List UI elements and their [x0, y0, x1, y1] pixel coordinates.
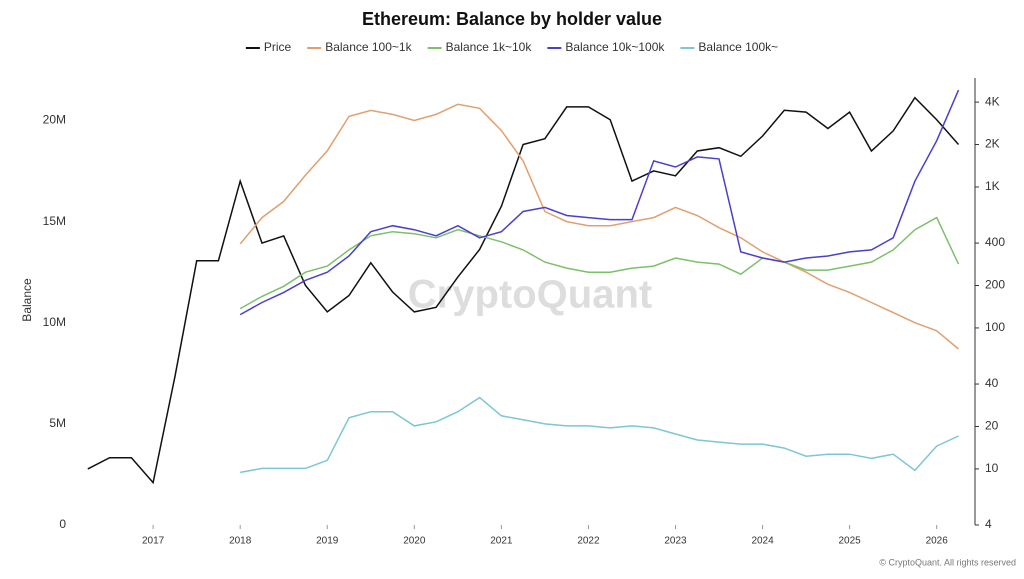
y-tick-label: 0: [59, 517, 66, 531]
legend-label: Balance 10k~100k: [565, 40, 665, 54]
x-tick-label: 2020: [403, 536, 426, 547]
x-tick-label: 2026: [926, 536, 949, 547]
y-axis-label: Balance: [20, 278, 34, 322]
y2-tick-label: 2K: [985, 137, 1000, 151]
x-tick-label: 2019: [316, 536, 339, 547]
x-tick-label: 2022: [577, 536, 600, 547]
x-tick-label: 2025: [839, 536, 862, 547]
footer: © CryptoQuant. All rights reserved: [879, 557, 1016, 567]
y-tick-label: 10M: [43, 315, 66, 329]
legend-label: Balance 1k~10k: [446, 40, 533, 54]
y2-tick-label: 40: [985, 376, 999, 390]
y-tick-label: 15M: [43, 214, 66, 228]
series-line: [240, 396, 959, 474]
series-line: [239, 103, 959, 350]
y2-tick-label: 4: [985, 517, 992, 531]
y2-tick-label: 20: [985, 419, 999, 433]
watermark: CryptoQuant: [408, 273, 652, 317]
y2-tick-label: 200: [985, 278, 1005, 292]
y-tick-label: 20M: [43, 113, 66, 127]
y2-tick-label: 400: [985, 235, 1005, 249]
x-tick-label: 2017: [142, 536, 165, 547]
x-tick-label: 2023: [664, 536, 687, 547]
y2-tick-label: 100: [985, 320, 1005, 334]
legend-label: Price: [264, 40, 292, 54]
series-line: [87, 96, 960, 485]
legend-label: Balance 100k~: [698, 40, 778, 54]
y2-tick-label: 4K: [985, 94, 1000, 108]
x-tick-label: 2024: [751, 536, 774, 547]
series-line: [239, 89, 960, 316]
y2-tick-label: 10: [985, 461, 999, 475]
x-tick-label: 2018: [229, 536, 252, 547]
legend-label: Balance 100~1k: [325, 40, 412, 54]
x-tick-label: 2021: [490, 536, 513, 547]
y-tick-label: 5M: [49, 416, 66, 430]
chart-title: Ethereum: Balance by holder value: [362, 9, 662, 29]
y2-tick-label: 1K: [985, 179, 1000, 193]
